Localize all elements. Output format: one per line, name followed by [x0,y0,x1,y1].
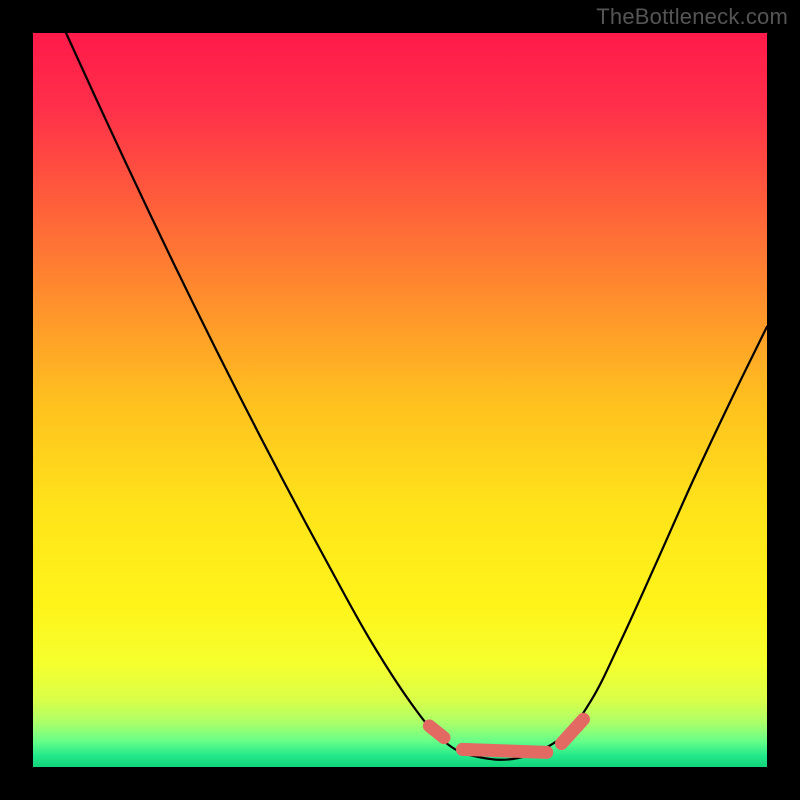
chart-frame: TheBottleneck.com [0,0,800,800]
plot-area [33,33,767,767]
bottleneck-curve [66,33,767,760]
highlight-piece [462,749,546,752]
highlight-piece [429,726,444,738]
highlight-piece [561,719,583,743]
curve-layer [33,33,767,767]
watermark-text: TheBottleneck.com [596,4,788,30]
